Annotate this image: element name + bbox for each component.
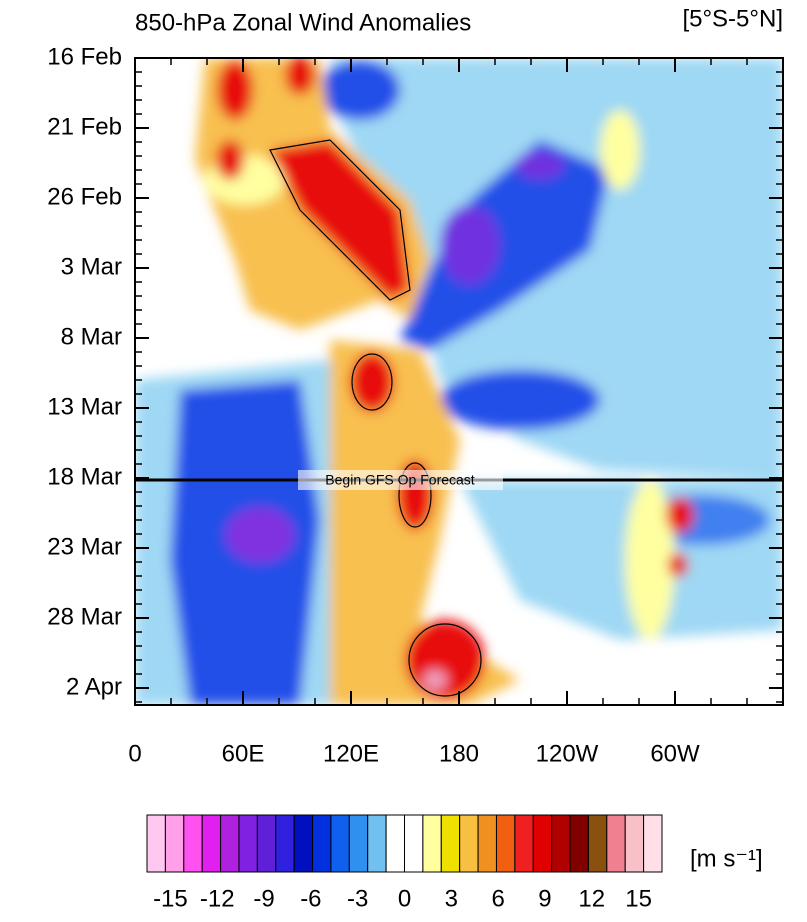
x-tick-label: 0	[128, 740, 141, 767]
colorbar-box	[477, 814, 497, 873]
y-tick-label: 8 Mar	[61, 323, 122, 350]
colorbar-box	[422, 814, 442, 873]
colorbar-tick-label: -15	[153, 885, 188, 912]
colorbar-box	[551, 814, 571, 873]
colorbar-box	[348, 814, 369, 873]
colorbar-tick-label: 0	[398, 885, 411, 912]
x-tick-label: 60W	[650, 740, 700, 767]
colorbar-box	[643, 814, 663, 873]
colorbar-tick-label: 12	[578, 885, 605, 912]
colorbar-box	[404, 814, 424, 873]
chart-title: 850-hPa Zonal Wind Anomalies	[135, 9, 471, 36]
colorbar-box	[164, 814, 185, 873]
colorbar-box	[569, 814, 589, 873]
colorbar-box	[495, 814, 516, 873]
colorbar-box	[330, 814, 350, 873]
chart-subtitle: [5°S-5°N]	[682, 5, 783, 32]
y-tick-label: 16 Feb	[47, 43, 122, 70]
colorbar-box	[624, 814, 645, 873]
colorbar-box	[183, 814, 203, 873]
field	[135, 58, 783, 705]
colorbar-box	[459, 814, 479, 873]
colorbar-box	[532, 814, 553, 873]
x-tick-label: 60E	[222, 740, 265, 767]
annotation: Begin GFS Op Forecast	[325, 472, 475, 488]
colorbar-tick-label: 9	[538, 885, 551, 912]
colorbar-box	[201, 814, 222, 873]
colorbar-box	[238, 814, 258, 873]
x-tick-label: 180	[439, 740, 479, 767]
y-tick-label: 26 Feb	[47, 183, 122, 210]
y-tick-label: 28 Mar	[47, 603, 122, 630]
colorbar-box	[275, 814, 295, 873]
colorbar-tick-label: 15	[625, 885, 652, 912]
colorbar-tick-label: -9	[253, 885, 274, 912]
colorbar-tick-label: -3	[347, 885, 368, 912]
colorbar-box	[587, 814, 608, 873]
colorbar-box	[220, 814, 240, 873]
y-tick-label: 3 Mar	[61, 253, 122, 280]
colorbar-tick-label: 6	[491, 885, 504, 912]
colorbar-box	[312, 814, 332, 873]
colorbar-tick-label: -12	[200, 885, 235, 912]
colorbar-tick-label: -6	[300, 885, 321, 912]
colorbar-label: [m s⁻¹]	[690, 845, 763, 872]
colorbar-box	[440, 814, 461, 873]
colorbar-box	[606, 814, 626, 873]
colorbar-box	[367, 814, 387, 873]
colorbar-box	[256, 814, 277, 873]
colorbar-box	[293, 814, 314, 873]
x-tick-label: 120E	[323, 740, 379, 767]
colorbar-box	[146, 814, 166, 873]
y-tick-label: 2 Apr	[66, 673, 122, 700]
y-tick-label: 13 Mar	[47, 393, 122, 420]
colorbar-tick-label: 3	[445, 885, 458, 912]
colorbar-box	[385, 814, 406, 873]
y-tick-label: 18 Mar	[47, 463, 122, 490]
y-tick-label: 21 Feb	[47, 113, 122, 140]
annotation-bg	[298, 470, 503, 490]
colorbar-box	[514, 814, 534, 873]
y-tick-label: 23 Mar	[47, 533, 122, 560]
x-tick-label: 120W	[536, 740, 599, 767]
